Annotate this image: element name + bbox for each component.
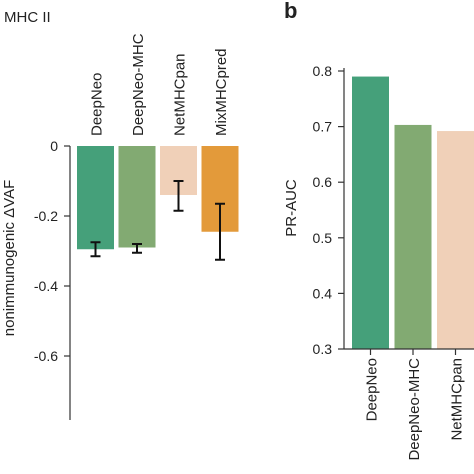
y-tick-label: -0.6 xyxy=(34,348,58,364)
panel-b-plot: 0.8 0.7 0.6 0.5 0.4 0.3 DeepNeo DeepNeo-MHC NetM… xyxy=(313,63,474,461)
panel-a-subtitle: MHC II xyxy=(4,9,51,26)
category-label: NetMHCpan xyxy=(172,53,189,136)
y-tick-label: 0.5 xyxy=(313,230,333,246)
category-label: DeepNeo xyxy=(89,73,106,136)
bar xyxy=(77,146,114,250)
y-tick-label: 0.4 xyxy=(313,285,333,301)
bar xyxy=(352,76,389,349)
y-tick-label: 0.6 xyxy=(313,174,333,190)
category-label: DeepNeo-MHC xyxy=(130,33,147,136)
bar xyxy=(437,131,474,349)
panel-b-label: b xyxy=(284,0,297,23)
y-tick-label: 0.8 xyxy=(313,63,333,79)
panel-a-plot: 0 -0.2 -0.4 -0.6 DeepNeo DeepNeo-MHC NetMHCpan… xyxy=(34,33,239,420)
bar xyxy=(118,146,156,248)
category-label: MixMHCpred xyxy=(213,48,230,136)
panel-b-y-axis-label: PR-AUC xyxy=(283,179,300,237)
y-tick-label: 0.3 xyxy=(313,341,333,357)
y-tick-label: -0.2 xyxy=(34,208,58,224)
y-tick-label: 0 xyxy=(50,138,58,154)
category-label: DeepNeo xyxy=(364,358,381,421)
panel-a-y-axis-label: nonimmunogenic ΔVAF xyxy=(1,180,18,336)
category-label: NetMHCpan xyxy=(449,358,466,441)
category-label: DeepNeo-MHC xyxy=(406,358,423,461)
y-tick-label: -0.4 xyxy=(34,278,58,294)
y-tick-label: 0.7 xyxy=(313,119,333,135)
bar xyxy=(394,124,432,349)
